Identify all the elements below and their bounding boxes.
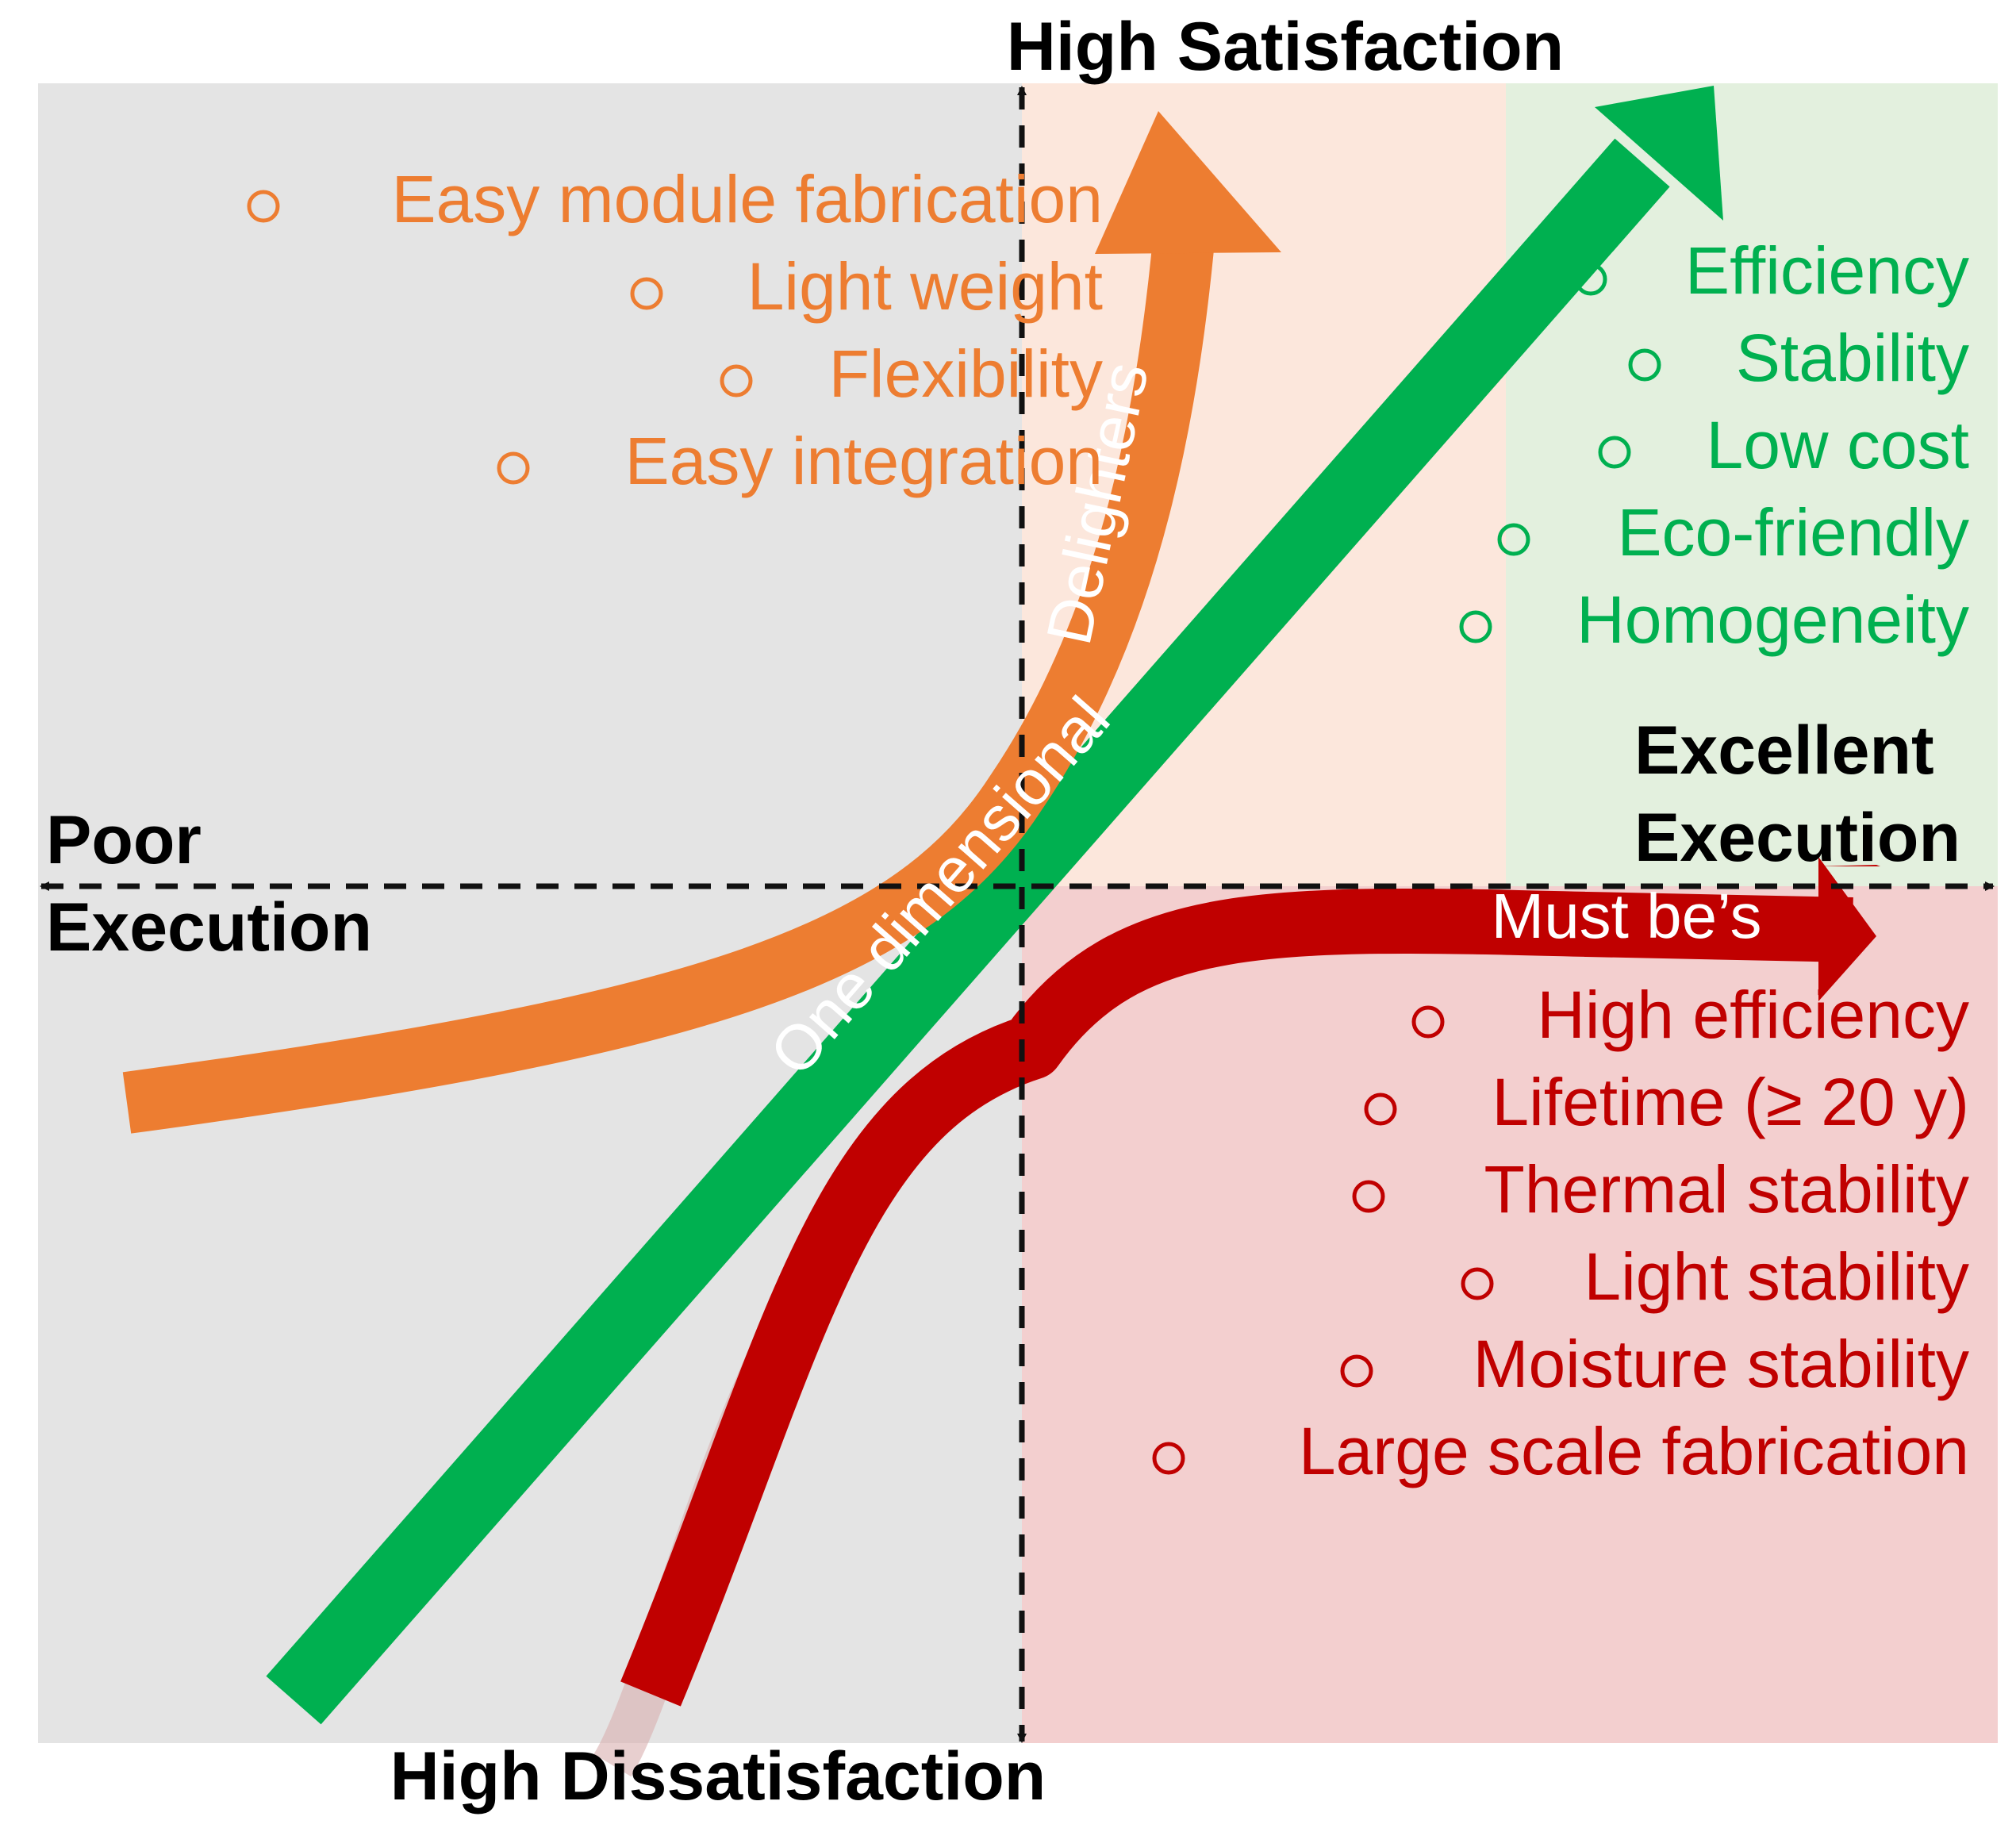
delighters-item: Light weight [747,249,1103,324]
must-be-arrowhead-main [1818,857,1876,1001]
bullet-icon [1340,1354,1373,1388]
one-dimensional-item: Efficiency [1685,233,1969,308]
poor-execution-label-line1: Poor [46,802,202,878]
bullet-icon [1574,263,1607,296]
must-be-item: Light stability [1584,1239,1969,1314]
must-be-item: High efficiency [1537,977,1969,1052]
one-dimensional-list: Efficiency Stability Low cost Eco-friend… [1459,233,1970,657]
must-be-item: Thermal stability [1484,1152,1969,1227]
delighters-list: Easy module fabrication Light weight Fle… [247,162,1103,498]
bullet-icon [1364,1093,1397,1126]
delighters-arrowhead [1095,111,1281,254]
bullet-icon [1461,1267,1494,1300]
high-satisfaction-label: High Satisfaction [1007,9,1564,85]
one-dimensional-item: Eco-friendly [1617,495,1969,570]
bullet-icon [1497,523,1530,556]
one-dimensional-item: Homogeneity [1576,582,1969,657]
delighters-item: Flexibility [829,336,1103,411]
bullet-icon [1459,610,1492,643]
quadrant-must-be [1022,886,1998,1743]
must-be-item: Lifetime (≥ 20 y) [1492,1065,1969,1139]
one-dimensional-item: Stability [1736,321,1969,395]
bullet-icon [1152,1442,1185,1475]
must-be-list: High efficiency Lifetime (≥ 20 y) Therma… [1152,977,1969,1488]
high-dissatisfaction-label: High Dissatisfaction [390,1738,1046,1815]
bullet-icon [1352,1180,1385,1213]
must-be-item: Large scale fabrication [1299,1414,1969,1488]
delighters-curve [122,211,1217,1134]
one-dimensional-arrowhead [1595,86,1723,221]
bullet-icon [720,364,753,397]
bullet-icon [1628,348,1661,382]
delighters-item: Easy integration [625,424,1103,498]
one-dimensional-arrow-shaft [266,138,1670,1725]
must-be-item: Moisture stability [1473,1327,1969,1401]
delighters-item: Easy module fabrication [392,162,1103,236]
one-dimensional-item: Low cost [1707,408,1970,482]
bullet-icon [497,451,530,485]
excellent-execution-label-line1: Excellent [1634,712,1934,789]
bullet-icon [247,190,280,223]
poor-execution-label-line2: Execution [46,889,372,966]
excellent-execution-label-line2: Execution [1634,800,1960,876]
bullet-icon [1411,1005,1445,1039]
must-be-curve-label: Must be’s [1492,881,1762,951]
must-be-arrowhead [1817,865,1880,866]
bullet-icon [630,277,663,310]
bullet-icon [1598,436,1631,469]
